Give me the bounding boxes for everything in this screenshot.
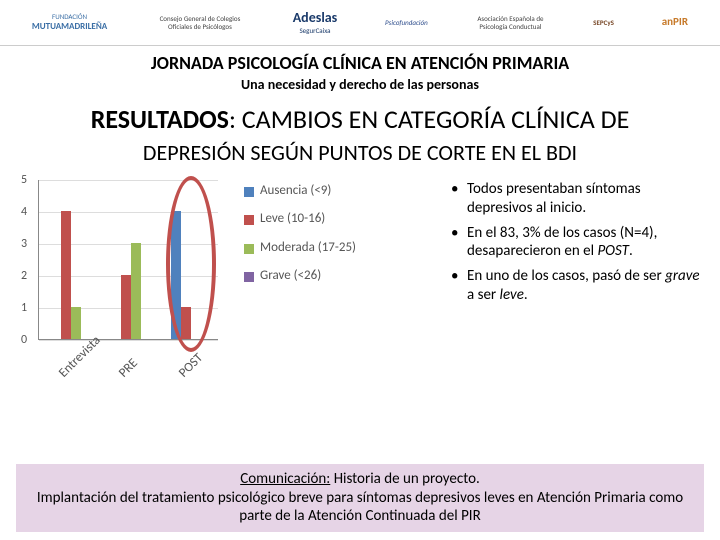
legend-swatch (244, 215, 254, 225)
results-subheading: DEPRESIÓN SEGÚN PUNTOS DE CORTE EN EL BD… (0, 139, 720, 166)
legend-item: Ausencia (<9) (244, 184, 356, 198)
logo-sepcys: SEPCyS (593, 19, 614, 27)
legend-item: Leve (10-16) (244, 212, 356, 226)
bar (131, 243, 141, 339)
logo-psicofund: Psicofundación (385, 19, 428, 27)
conference-subtitle: Una necesidad y derecho de las personas (0, 76, 720, 93)
finding-1: Todos presentaban síntomas depresivos al… (449, 180, 706, 218)
legend-item: Moderada (17-25) (244, 241, 356, 255)
legend-swatch (244, 272, 254, 282)
conference-title: JORNADA PSICOLOGÍA CLÍNICA EN ATENCIÓN P… (0, 52, 720, 74)
x-axis-label: PRE (116, 356, 141, 381)
logo-bar: FUNDACIÓN MUTUAMADRILEÑA Consejo General… (0, 0, 720, 46)
logo-cop: Consejo General de Colegios Oficiales de… (155, 15, 245, 30)
logo-mutua: FUNDACIÓN MUTUAMADRILEÑA (32, 13, 107, 32)
legend-label: Grave (<26) (260, 269, 321, 283)
emphasis-ellipse (166, 176, 216, 352)
legend-label: Ausencia (<9) (260, 184, 331, 198)
bar (61, 211, 71, 339)
legend-swatch (244, 244, 254, 254)
legend-swatch (244, 187, 254, 197)
logo-anpir: anPIR (662, 16, 688, 28)
chart-legend: Ausencia (<9) Leve (10-16) Moderada (17-25… (244, 184, 356, 297)
x-axis-label: POST (176, 351, 206, 381)
legend-label: Moderada (17-25) (260, 241, 356, 255)
bar (71, 307, 81, 339)
bar (121, 275, 131, 339)
finding-3: En uno de los casos, pasó de ser grave a… (449, 267, 706, 305)
footer-box: Comunicación: Historia de un proyecto. I… (16, 464, 704, 532)
legend-item: Grave (<26) (244, 269, 356, 283)
finding-2: En el 83, 3% de los casos (N=4), desapar… (449, 224, 706, 262)
bar-chart: 012345 EntrevistaPREPOST Ausencia (<9)Le… (14, 174, 439, 404)
findings-list: Todos presentaban síntomas depresivos al… (449, 174, 706, 404)
legend-label: Leve (10-16) (260, 212, 325, 226)
logo-adeslas: Adeslas SegurCaixa (293, 10, 338, 34)
results-heading: RESULTADOS: CAMBIOS EN CATEGORÍA CLÍNICA… (0, 103, 720, 135)
logo-aepc: Asociación Española de Psicología Conduc… (475, 15, 545, 30)
